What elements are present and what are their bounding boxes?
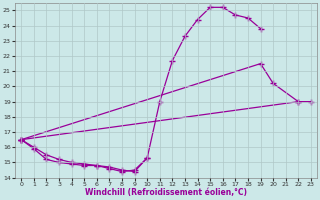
- X-axis label: Windchill (Refroidissement éolien,°C): Windchill (Refroidissement éolien,°C): [85, 188, 247, 197]
